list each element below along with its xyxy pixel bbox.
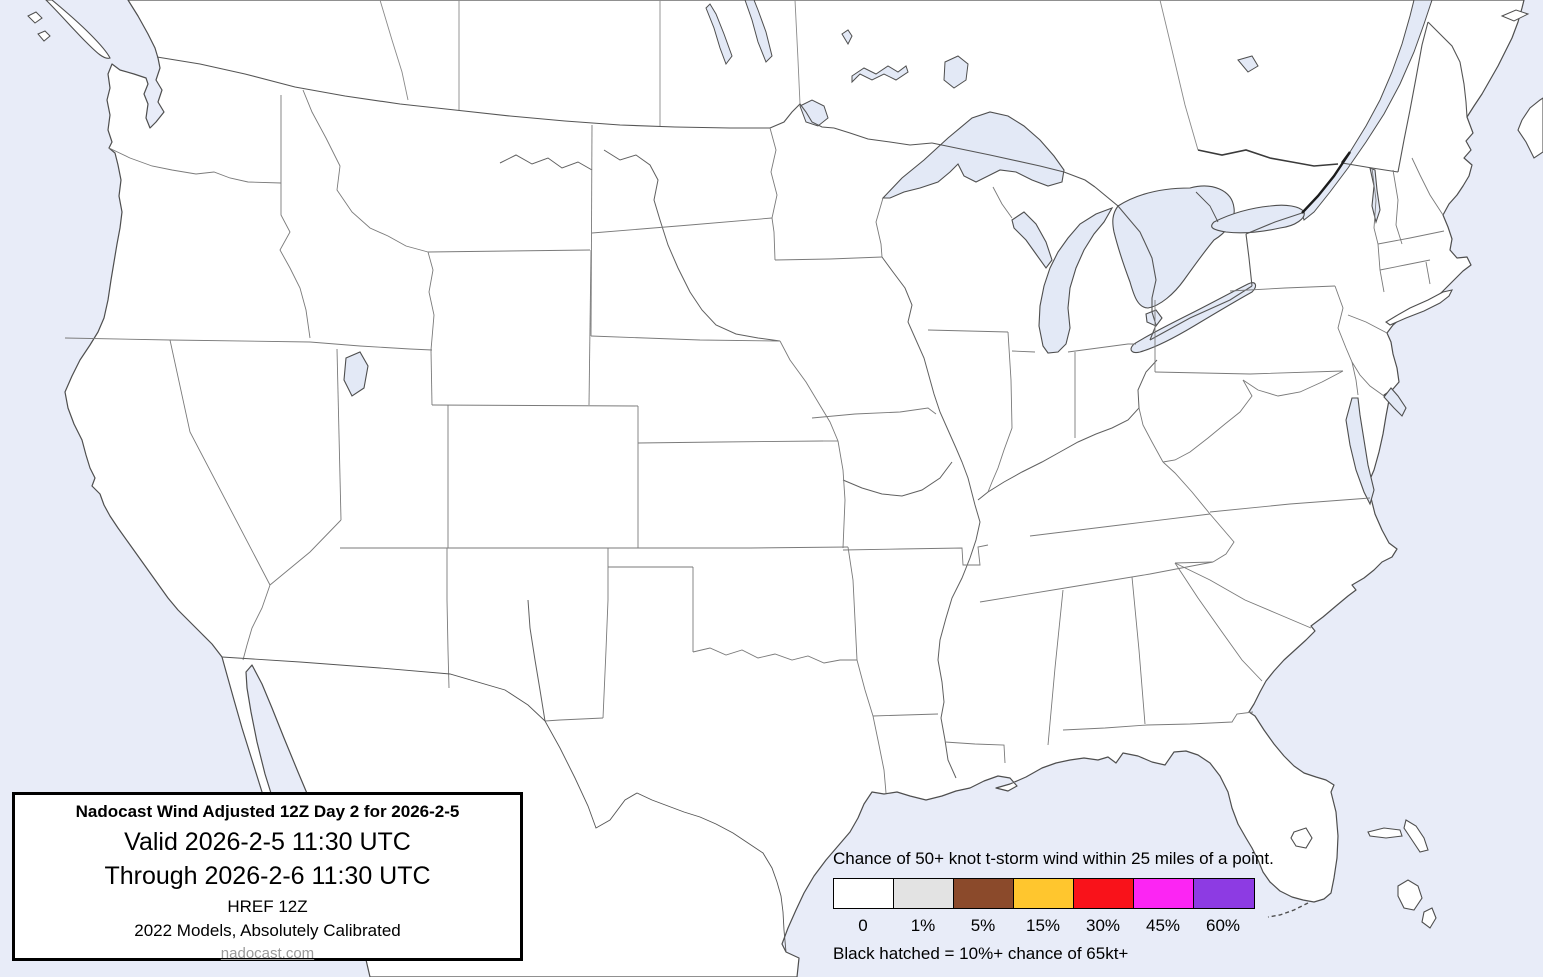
legend-label-15: 15%	[1025, 916, 1061, 935]
georgian-bay-shore	[1195, 191, 1219, 223]
florida-keys	[1267, 902, 1309, 918]
legend-label-60: 60%	[1205, 916, 1241, 935]
andros-island	[1397, 879, 1423, 911]
st-lawrence-border	[1301, 151, 1351, 214]
legend-swatch-1	[894, 879, 954, 908]
delaware-bay	[1383, 387, 1407, 417]
missouri-river-missouri	[842, 461, 953, 497]
mississippi-river	[881, 256, 981, 779]
grand-bahama	[1367, 827, 1403, 839]
canadian-lakes	[705, 0, 1259, 127]
legend-swatch-30	[1074, 879, 1134, 908]
vancouver-island	[45, 0, 111, 59]
atlantic-islands	[1367, 289, 1454, 929]
state-borders	[64, 89, 1445, 953]
ohio-river	[977, 359, 1158, 501]
rio-grande-upper	[527, 599, 546, 722]
legend-swatch-5	[954, 879, 1014, 908]
lake-superior	[881, 111, 1065, 199]
province-borders	[379, 0, 1199, 151]
model-source: HREF 12Z	[227, 897, 308, 916]
lake-michigan	[1038, 206, 1114, 354]
us-rivers	[499, 149, 1158, 779]
through-time: Through 2026-2-6 11:30 UTC	[104, 862, 431, 890]
legend-swatch-0	[834, 879, 894, 908]
lake-huron	[1112, 185, 1235, 309]
legend-hatch-note: Black hatched = 10%+ chance of 65kt+	[833, 944, 1129, 963]
legend-labels: 0 1% 5% 15% 30% 45% 60%	[833, 916, 1253, 936]
green-bay	[1011, 211, 1053, 269]
great-lakes	[343, 111, 1407, 506]
chesapeake-bay	[1345, 397, 1375, 506]
legend-label-45: 45%	[1145, 916, 1181, 935]
lake-okeechobee	[1290, 827, 1313, 849]
lake-erie	[1130, 282, 1257, 354]
abaco-island	[1403, 819, 1429, 853]
ottawa-river	[1197, 149, 1339, 167]
legend-label-5: 5%	[970, 916, 996, 935]
probability-legend: Chance of 50+ knot t-storm wind within 2…	[833, 849, 1274, 964]
calibration-note: 2022 Models, Absolutely Calibrated	[134, 921, 401, 940]
valid-time: Valid 2026-2-5 11:30 UTC	[124, 828, 411, 856]
prince-edward-island	[1500, 9, 1530, 22]
eleuthera-island	[1421, 907, 1437, 929]
nadocast-link[interactable]: nadocast.com	[220, 945, 315, 962]
missouri-river-dakotas	[603, 149, 781, 342]
great-salt-lake	[343, 351, 369, 397]
legend-title: Chance of 50+ knot t-storm wind within 2…	[833, 849, 1274, 868]
legend-label-30: 30%	[1085, 916, 1121, 935]
legend-swatch-bar	[833, 878, 1255, 909]
legend-label-0: 0	[858, 916, 868, 935]
title-box: Nadocast Wind Adjusted 12Z Day 2 for 202…	[12, 792, 523, 962]
product-title: Nadocast Wind Adjusted 12Z Day 2 for 202…	[75, 802, 460, 821]
legend-label-1: 1%	[910, 916, 936, 935]
bc-islets	[27, 11, 51, 42]
lake-ontario	[1211, 204, 1305, 234]
nova-scotia	[1517, 97, 1543, 159]
missouri-river	[499, 154, 593, 171]
legend-swatch-60	[1194, 879, 1254, 908]
st-lawrence-river	[1301, 0, 1433, 221]
long-island	[1385, 289, 1454, 326]
legend-swatch-15	[1014, 879, 1074, 908]
legend-swatch-45	[1134, 879, 1194, 908]
